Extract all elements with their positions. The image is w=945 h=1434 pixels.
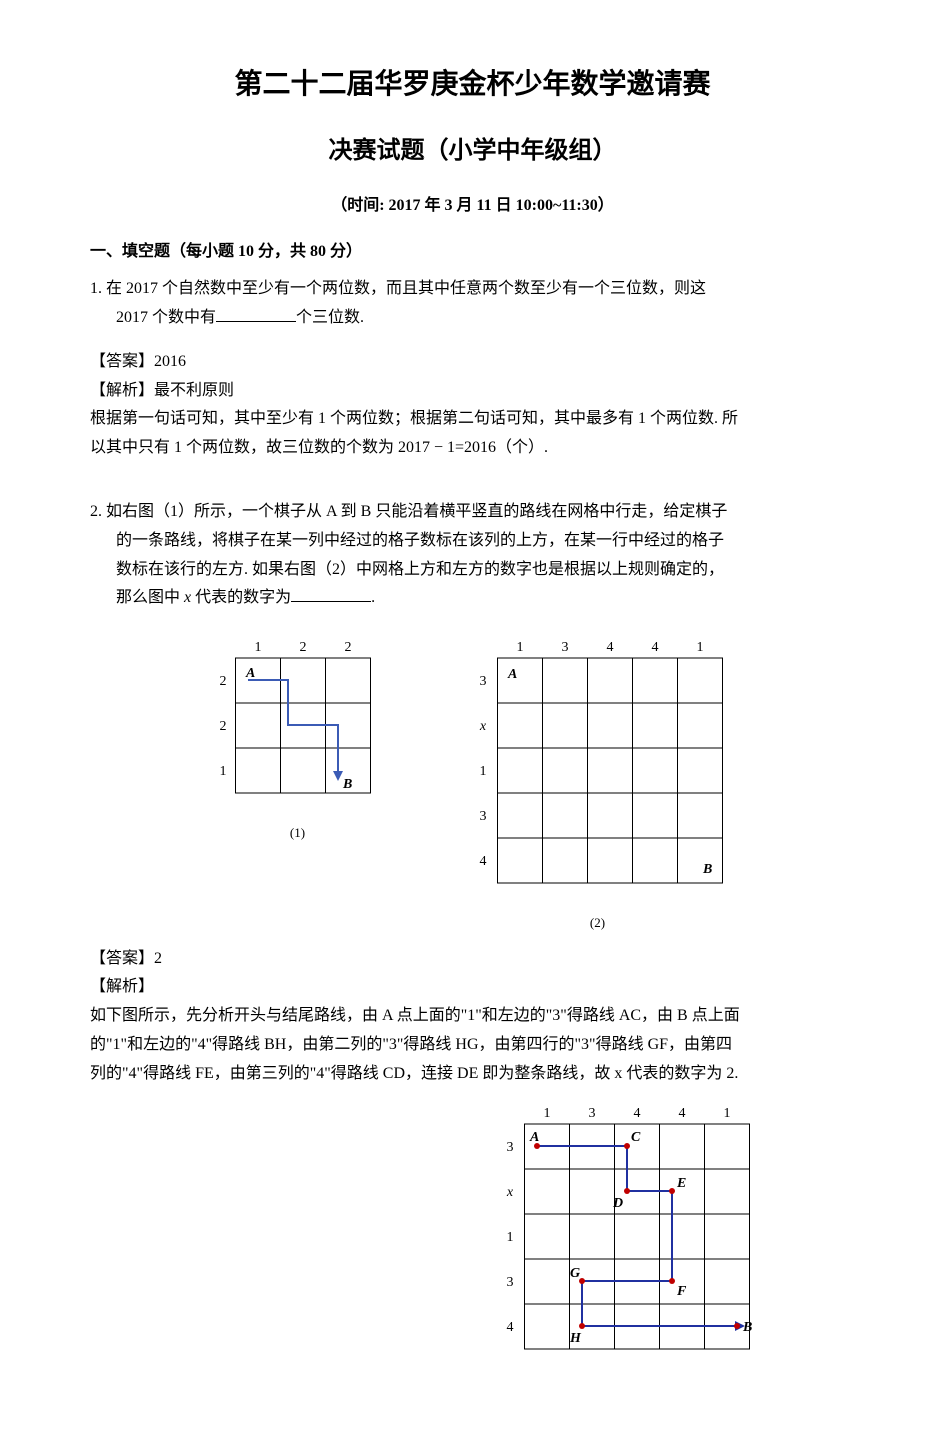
question-1: 1. 在 2017 个自然数中至少有一个两位数，而且其中任意两个数至少有一个三位… [90,275,855,333]
q2-text-c: 数标在该行的左方. 如果右图（2）中网格上方和左方的数字也是根据以上规则确定的， [90,556,855,585]
g2-row-1: x [478,719,486,734]
q2-answer-line: 【答案】2 [90,945,855,974]
q1-answer: 2016 [154,353,186,370]
g2-col-2: 4 [606,640,613,655]
g3-path [537,1146,737,1326]
solution-grid-wrap: 1 3 4 4 1 3 x 1 3 4 [90,1099,855,1374]
q2-analysis-a-text: A 点上面的"1"和左边的"3"得路线 AC，由 B 点上面 [382,1007,740,1024]
q2-blank [291,585,371,602]
q2-answer-label: 【答案】 [90,950,154,967]
g2-col-4: 1 [696,640,703,655]
q2-analysis-a-pre: 如下图所示，先分析开头与结尾路线，由 [90,1007,382,1024]
g1-label-B: B [342,777,352,792]
g3-lbl-B: B [742,1320,752,1335]
g1-path [248,680,338,773]
section-header: 一、填空题（每小题 10 分，共 80 分） [90,238,855,267]
q2-analysis-label: 【解析】 [90,973,855,1002]
g3-col-3: 4 [679,1106,686,1121]
q1-number: 1. [90,280,102,297]
g2-col-3: 4 [651,640,658,655]
q2-analysis-c: 列的"4"得路线 FE，由第三列的"4"得路线 CD，连接 DE 即为整条路线，… [90,1060,855,1089]
grid-2-wrap: 1 3 4 4 1 3 x 1 3 4 A B [448,633,748,934]
g3-lbl-D: D [612,1196,623,1211]
q2-analysis-b: 的"1"和左边的"4"得路线 BH，由第二列的"3"得路线 HG，由第四行的"3… [90,1031,855,1060]
g2-row-3: 3 [479,809,486,824]
q2-number: 2. [90,503,102,520]
g1-row-0: 2 [219,674,226,689]
g1-arrowhead [333,771,343,781]
q1-text-c: 个三位数. [296,309,364,326]
q1-answer-label: 【答案】 [90,353,154,370]
g2-col-1: 3 [561,640,568,655]
q1-analysis-body-b: 以其中只有 1 个两位数，故三位数的个数为 2017 − 1=2016（个）. [90,434,855,463]
grid-2-caption: (2) [590,911,605,934]
g1-col-2: 2 [344,640,351,655]
q1-blank [216,305,296,322]
grid-1-svg: 1 2 2 2 2 1 A B [198,633,398,813]
page-subtitle: 决赛试题（小学中年级组） [90,130,855,173]
q2-text-d-end: . [371,589,375,606]
g1-col-0: 1 [254,640,261,655]
q1-answer-line: 【答案】2016 [90,348,855,377]
page-title: 第二十二届华罗庚金杯少年数学邀请赛 [90,60,855,110]
g3-row-1: x [506,1185,514,1200]
g3-grid-lines [525,1124,750,1349]
grids-row: 1 2 2 2 2 1 A B (1) [90,633,855,934]
q2-text-d-pre: 那么图中 [116,589,184,606]
q2-text-d-post: 代表的数字为 [191,589,291,606]
g2-label-A: A [507,667,517,682]
q1-analysis-title: 最不利原则 [154,382,234,399]
g3-row-4: 4 [507,1320,514,1335]
g3-col-0: 1 [544,1106,551,1121]
g3-lbl-F: F [676,1284,687,1299]
g3-col-2: 4 [634,1106,641,1121]
q2-answer: 2 [154,950,162,967]
g1-row-1: 2 [219,719,226,734]
q1-analysis-head: 【解析】最不利原则 [90,377,855,406]
q2-text-b: 的一条路线，将棋子在某一列中经过的格子数标在该列的上方，在某一行中经过的格子 [90,527,855,556]
g2-row-2: 1 [479,764,486,779]
g3-lbl-C: C [631,1130,641,1145]
g1-row-2: 1 [219,764,226,779]
g2-label-B: B [702,862,712,877]
grid-3-svg: 1 3 4 4 1 3 x 1 3 4 [475,1099,795,1374]
g1-label-A: A [245,666,255,681]
g1-col-1: 2 [299,640,306,655]
g3-lbl-G: G [570,1266,580,1281]
exam-time: （时间: 2017 年 3 月 11 日 10:00~11:30） [90,192,855,221]
g2-col-0: 1 [516,640,523,655]
g3-lbl-A: A [529,1130,539,1145]
g3-row-3: 3 [507,1275,514,1290]
g3-col-1: 3 [589,1106,596,1121]
g2-row-4: 4 [479,854,486,869]
g3-lbl-H: H [569,1331,582,1346]
grid-1-wrap: 1 2 2 2 2 1 A B (1) [198,633,398,844]
grid-1-caption: (1) [290,821,305,844]
q1-text-a: 在 2017 个自然数中至少有一个两位数，而且其中任意两个数至少有一个三位数，则… [106,280,706,297]
q1-analysis-label: 【解析】 [90,382,154,399]
g3-col-4: 1 [724,1106,731,1121]
g3-row-0: 3 [507,1140,514,1155]
g2-row-0: 3 [479,674,486,689]
q2-text-a: 如右图（1）所示，一个棋子从 A 到 B 只能沿着横平竖直的路线在网格中行走，给… [106,503,727,520]
q1-text-b: 2017 个数中有 [116,309,216,326]
question-2: 2. 如右图（1）所示，一个棋子从 A 到 B 只能沿着横平竖直的路线在网格中行… [90,498,855,613]
g3-row-2: 1 [507,1230,514,1245]
g2-grid-lines [497,658,722,883]
g3-dots [534,1143,740,1329]
grid-2-svg: 1 3 4 4 1 3 x 1 3 4 A B [448,633,748,903]
g3-lbl-E: E [676,1176,686,1191]
q2-analysis-a: 如下图所示，先分析开头与结尾路线，由 A 点上面的"1"和左边的"3"得路线 A… [90,1002,855,1031]
q1-analysis-body-a: 根据第一句话可知，其中至少有 1 个两位数；根据第二句话可知，其中最多有 1 个… [90,405,855,434]
